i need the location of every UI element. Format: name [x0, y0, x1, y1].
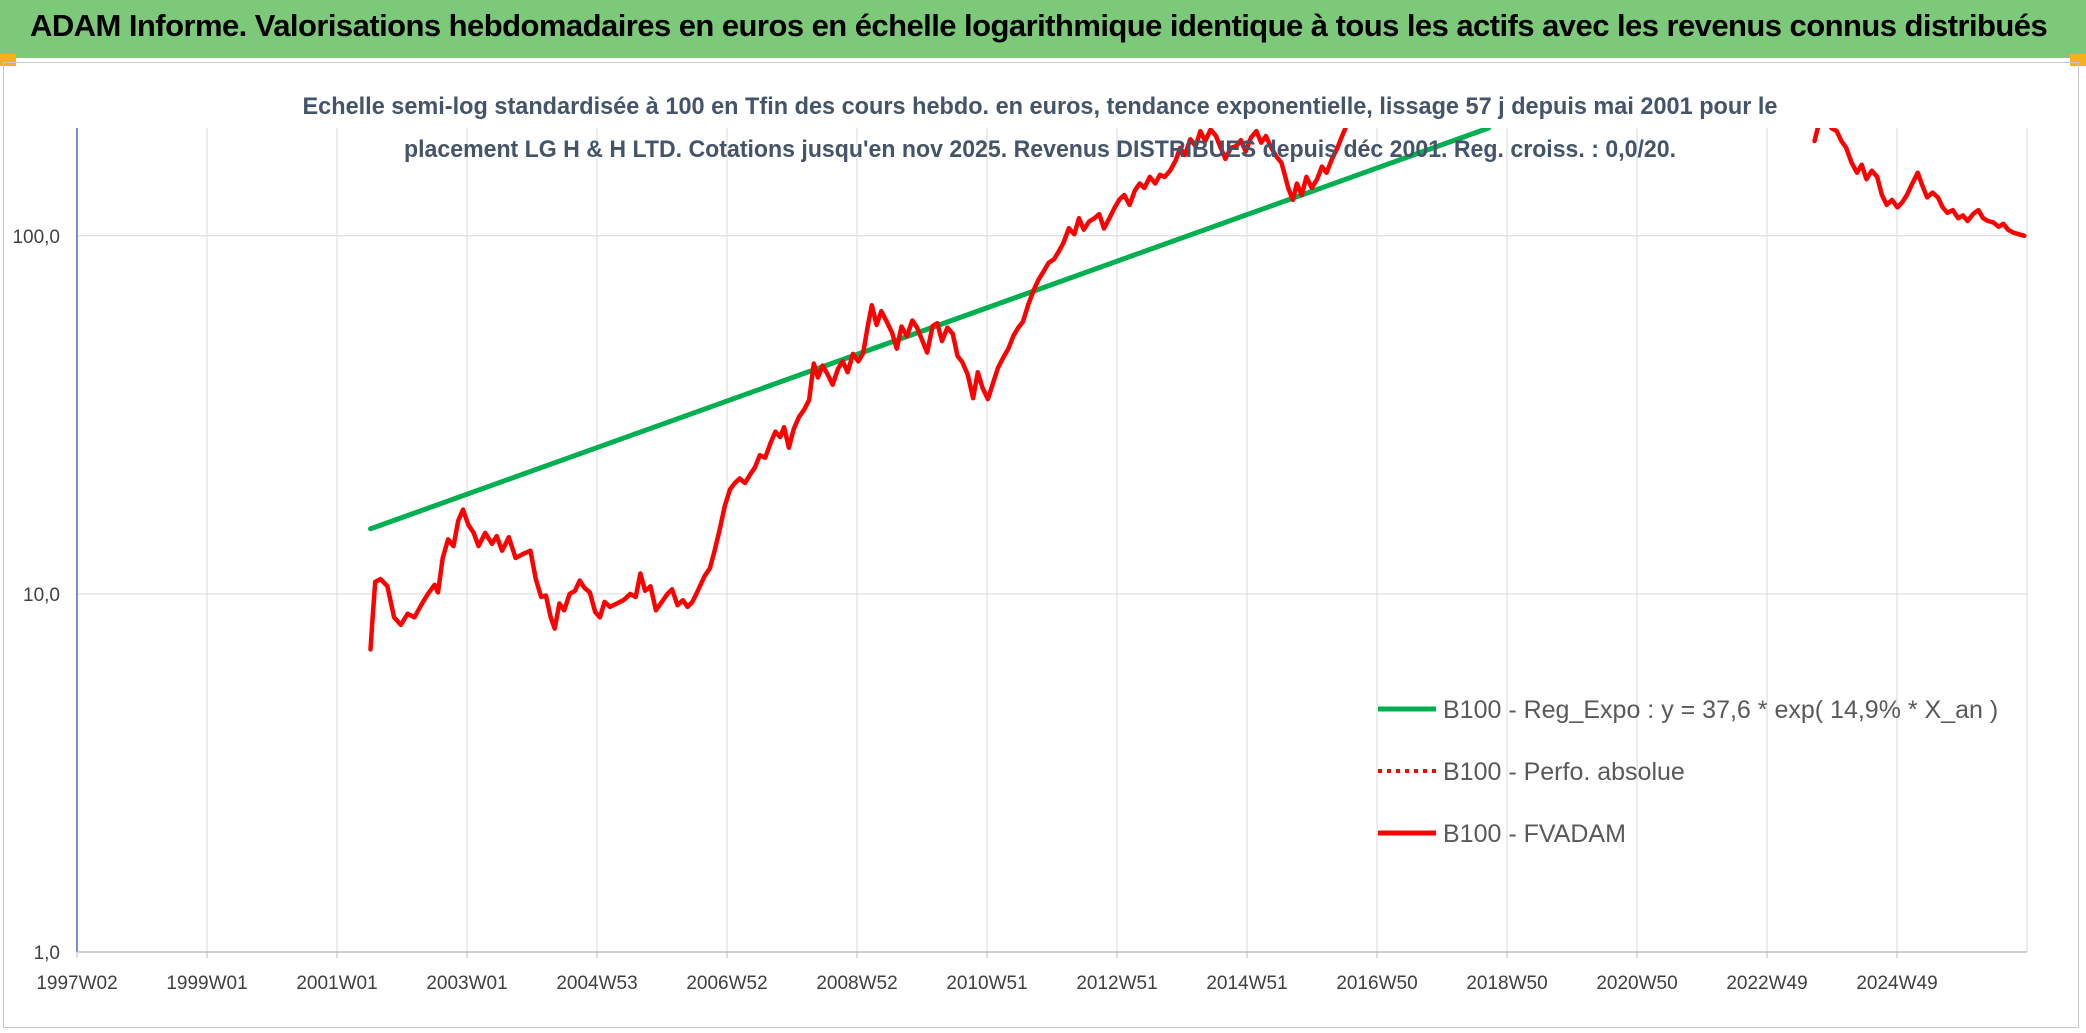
- chart-title-line-1: Echelle semi-log standardisée à 100 en T…: [303, 93, 1778, 120]
- x-tick-label: 2016W50: [1336, 973, 1417, 994]
- y-tick-label: 10,0: [23, 585, 60, 606]
- series-line-1: [368, 128, 1492, 532]
- legend-label: B100 - Reg_Expo : y = 37,6 * exp( 14,9% …: [1443, 696, 1998, 724]
- y-tick-label: 100,0: [12, 227, 60, 248]
- legend-label: B100 - FVADAM: [1443, 820, 1626, 848]
- x-tick-label: 1997W02: [36, 973, 117, 994]
- x-axis-ticks: 1997W02 1999W01 2001W01 2003W01 2004W53 2006W…: [36, 952, 1938, 994]
- report-banner: ADAM Informe. Valorisations hebdomadaire…: [0, 0, 2086, 58]
- x-tick-label: 2003W01: [426, 973, 507, 994]
- legend: B100 - Reg_Expo : y = 37,6 * exp( 14,9% …: [1378, 696, 1998, 848]
- series-line-3: [1812, 128, 1821, 144]
- x-tick-label: 1999W01: [166, 973, 247, 994]
- y-axis-ticks: 100,0 10,0 1,0: [12, 227, 60, 964]
- legend-label: B100 - Perfo. absolue: [1443, 758, 1685, 786]
- corner-marker-right: [2070, 54, 2086, 66]
- x-tick-label: 2024W49: [1856, 973, 1937, 994]
- report-title: ADAM Informe. Valorisations hebdomadaire…: [30, 8, 2048, 43]
- x-tick-label: 2014W51: [1206, 973, 1287, 994]
- series-group: [368, 128, 2027, 652]
- x-tick-label: 2004W53: [556, 973, 637, 994]
- x-tick-label: 2001W01: [296, 973, 377, 994]
- x-tick-label: 2006W52: [686, 973, 767, 994]
- series-line-3: [1829, 128, 2027, 239]
- x-tick-label: 2022W49: [1726, 973, 1807, 994]
- x-tick-label: 2010W51: [946, 973, 1027, 994]
- grid-lines: [77, 128, 2028, 952]
- x-tick-label: 2018W50: [1466, 973, 1547, 994]
- x-tick-label: 2020W50: [1596, 973, 1677, 994]
- series-line-3: [368, 128, 1348, 652]
- chart-frame: [3, 62, 2079, 1028]
- y-tick-label: 1,0: [34, 943, 60, 964]
- x-tick-label: 2012W51: [1076, 973, 1157, 994]
- x-tick-label: 2008W52: [816, 973, 897, 994]
- chart-title-line-2: placement LG H & H LTD. Cotations jusqu'…: [404, 136, 1676, 163]
- corner-marker-left: [0, 54, 16, 66]
